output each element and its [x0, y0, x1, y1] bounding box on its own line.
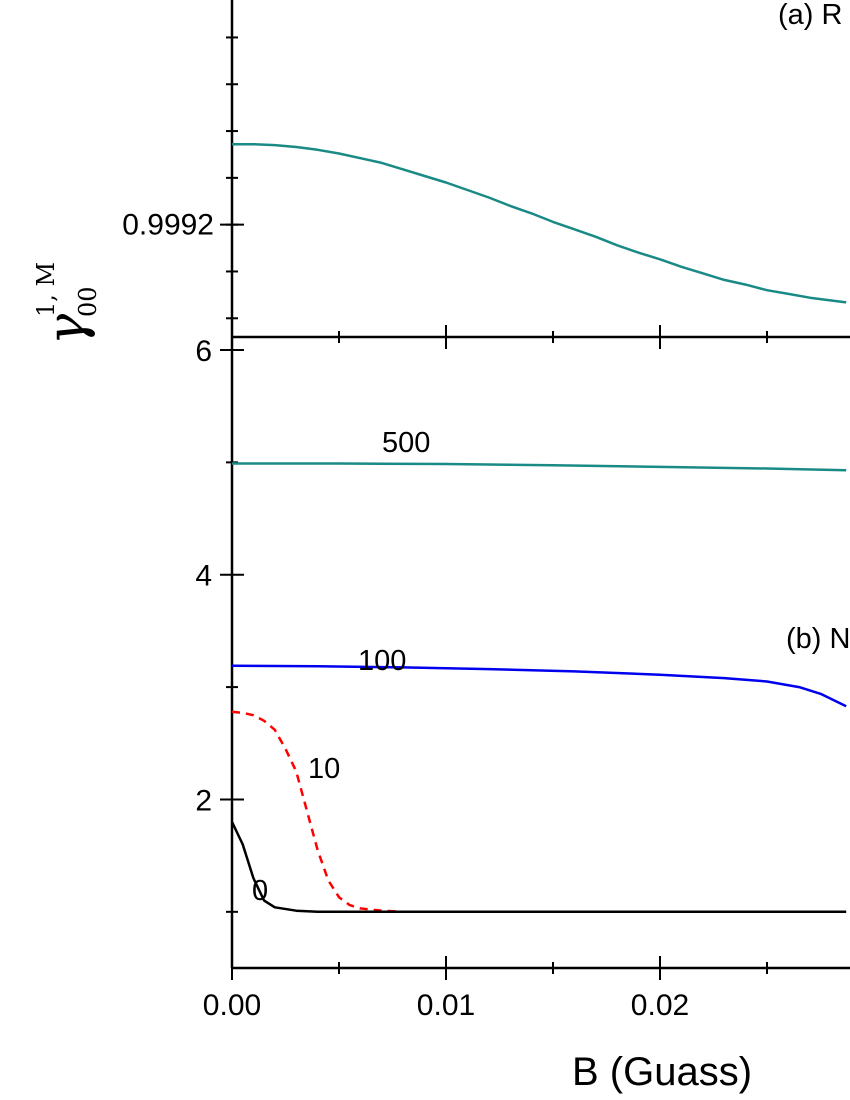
curve-label-100: 100 [358, 645, 406, 677]
panel-b-ticks: 2 4 6 [195, 335, 244, 913]
curve-label-10: 10 [308, 753, 340, 785]
series-line-500 [232, 462, 847, 472]
x-axis-ticks: 0.000.010.020 [203, 956, 768, 1022]
series-line-100 [231, 664, 847, 708]
panel-a-y-tick-label: 0.9992 [122, 209, 214, 242]
x-axis-label: B (Guass) [572, 1050, 752, 1094]
y-axis-label: γ 00 1, M [32, 262, 102, 345]
panel-a-tag: (a) R [778, 0, 842, 31]
panel-a: 0.9992 (a) R [122, 0, 850, 349]
x-tick-label: 0.00 [203, 989, 261, 1022]
panel-a-series [232, 142, 847, 304]
x-tick-label: 0.01 [417, 989, 475, 1022]
panel-b-y-tick-label: 6 [195, 335, 212, 368]
panel-a-ticks: 0.9992 [122, 36, 768, 349]
curve-label-500: 500 [382, 427, 430, 459]
panel-b-series [230, 462, 847, 914]
curve-label-0: 0 [252, 875, 268, 907]
panel-b-y-tick-label: 4 [195, 560, 212, 593]
y-axis-label-symbol: γ [37, 313, 97, 345]
y-axis-label-superscript: 1, M [32, 262, 60, 317]
series-line-10 [231, 710, 847, 914]
panel-b-y-tick-label: 2 [195, 784, 212, 817]
series-line-0 [230, 821, 847, 914]
x-tick-label: 0.02 [631, 989, 689, 1022]
panel-a-series-line [232, 142, 847, 304]
panel-b: 2 4 6 (b) N 500 100 10 0 [195, 335, 850, 970]
y-axis-label-subscript: 00 [74, 286, 102, 317]
panel-b-tag: (b) N [786, 623, 850, 655]
